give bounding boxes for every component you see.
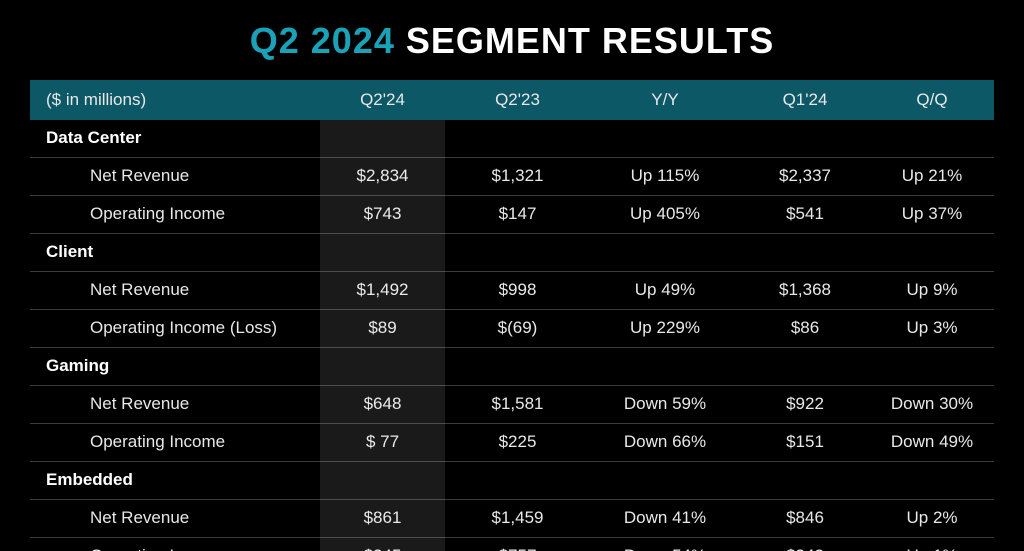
segment-header-row: Gaming	[30, 348, 994, 386]
cell-q224: $1,492	[320, 272, 445, 310]
cell-q224: $345	[320, 538, 445, 551]
cell-q124: $541	[740, 196, 870, 234]
segment-name: Client	[30, 234, 994, 272]
metric-label: Net Revenue	[30, 272, 320, 310]
table-row: Operating Income$ 77$225Down 66%$151Down…	[30, 424, 994, 462]
cell-q224: $ 77	[320, 424, 445, 462]
cell-yy: Down 54%	[590, 538, 740, 551]
table-row: Operating Income$345$757Down 54%$342Up 1…	[30, 538, 994, 551]
table-row: Net Revenue$648$1,581Down 59%$922Down 30…	[30, 386, 994, 424]
segment-header-row: Client	[30, 234, 994, 272]
cell-q124: $151	[740, 424, 870, 462]
table-row: Net Revenue$1,492$998Up 49%$1,368Up 9%	[30, 272, 994, 310]
metric-label: Net Revenue	[30, 500, 320, 538]
cell-q124: $922	[740, 386, 870, 424]
table-row: Operating Income (Loss)$89$(69)Up 229%$8…	[30, 310, 994, 348]
col-header-q223: Q2'23	[445, 80, 590, 120]
title-rest: SEGMENT RESULTS	[395, 20, 774, 61]
col-header-metric: ($ in millions)	[30, 80, 320, 120]
metric-label: Operating Income	[30, 196, 320, 234]
metric-label: Operating Income	[30, 538, 320, 551]
cell-qq: Up 1%	[870, 538, 994, 551]
cell-qq: Up 37%	[870, 196, 994, 234]
cell-q224: $861	[320, 500, 445, 538]
cell-qq: Up 2%	[870, 500, 994, 538]
metric-label: Operating Income (Loss)	[30, 310, 320, 348]
segment-header-row: Data Center	[30, 120, 994, 158]
col-header-qq: Q/Q	[870, 80, 994, 120]
cell-yy: Up 115%	[590, 158, 740, 196]
cell-q223: $1,581	[445, 386, 590, 424]
cell-q124: $1,368	[740, 272, 870, 310]
metric-label: Net Revenue	[30, 386, 320, 424]
cell-q223: $147	[445, 196, 590, 234]
cell-q224: $648	[320, 386, 445, 424]
segment-name: Data Center	[30, 120, 994, 158]
cell-q124: $86	[740, 310, 870, 348]
cell-q224: $2,834	[320, 158, 445, 196]
title-prefix: Q2 2024	[250, 20, 395, 61]
cell-yy: Down 41%	[590, 500, 740, 538]
table-row: Net Revenue$861$1,459Down 41%$846Up 2%	[30, 500, 994, 538]
segment-name: Gaming	[30, 348, 994, 386]
cell-yy: Up 229%	[590, 310, 740, 348]
cell-yy: Up 405%	[590, 196, 740, 234]
cell-q223: $998	[445, 272, 590, 310]
cell-yy: Up 49%	[590, 272, 740, 310]
cell-qq: Down 49%	[870, 424, 994, 462]
cell-qq: Up 9%	[870, 272, 994, 310]
cell-qq: Down 30%	[870, 386, 994, 424]
table-row: Net Revenue$2,834$1,321Up 115%$2,337Up 2…	[30, 158, 994, 196]
col-header-q224: Q2'24	[320, 80, 445, 120]
cell-q223: $225	[445, 424, 590, 462]
metric-label: Net Revenue	[30, 158, 320, 196]
cell-q124: $2,337	[740, 158, 870, 196]
segment-name: Embedded	[30, 462, 994, 500]
cell-qq: Up 21%	[870, 158, 994, 196]
slide: Q2 2024 SEGMENT RESULTS ($ in millions) …	[0, 0, 1024, 551]
cell-qq: Up 3%	[870, 310, 994, 348]
table-header-row: ($ in millions) Q2'24 Q2'23 Y/Y Q1'24 Q/…	[30, 80, 994, 120]
col-header-yy: Y/Y	[590, 80, 740, 120]
cell-yy: Down 59%	[590, 386, 740, 424]
table-row: Operating Income$743$147Up 405%$541Up 37…	[30, 196, 994, 234]
cell-yy: Down 66%	[590, 424, 740, 462]
cell-q224: $743	[320, 196, 445, 234]
metric-label: Operating Income	[30, 424, 320, 462]
cell-q124: $846	[740, 500, 870, 538]
table-body: Data CenterNet Revenue$2,834$1,321Up 115…	[30, 120, 994, 551]
segment-results-table: ($ in millions) Q2'24 Q2'23 Y/Y Q1'24 Q/…	[30, 80, 994, 551]
page-title: Q2 2024 SEGMENT RESULTS	[30, 20, 994, 62]
cell-q223: $1,321	[445, 158, 590, 196]
table-wrap: ($ in millions) Q2'24 Q2'23 Y/Y Q1'24 Q/…	[30, 80, 994, 551]
segment-header-row: Embedded	[30, 462, 994, 500]
cell-q124: $342	[740, 538, 870, 551]
cell-q223: $1,459	[445, 500, 590, 538]
col-header-q124: Q1'24	[740, 80, 870, 120]
cell-q223: $(69)	[445, 310, 590, 348]
cell-q224: $89	[320, 310, 445, 348]
cell-q223: $757	[445, 538, 590, 551]
